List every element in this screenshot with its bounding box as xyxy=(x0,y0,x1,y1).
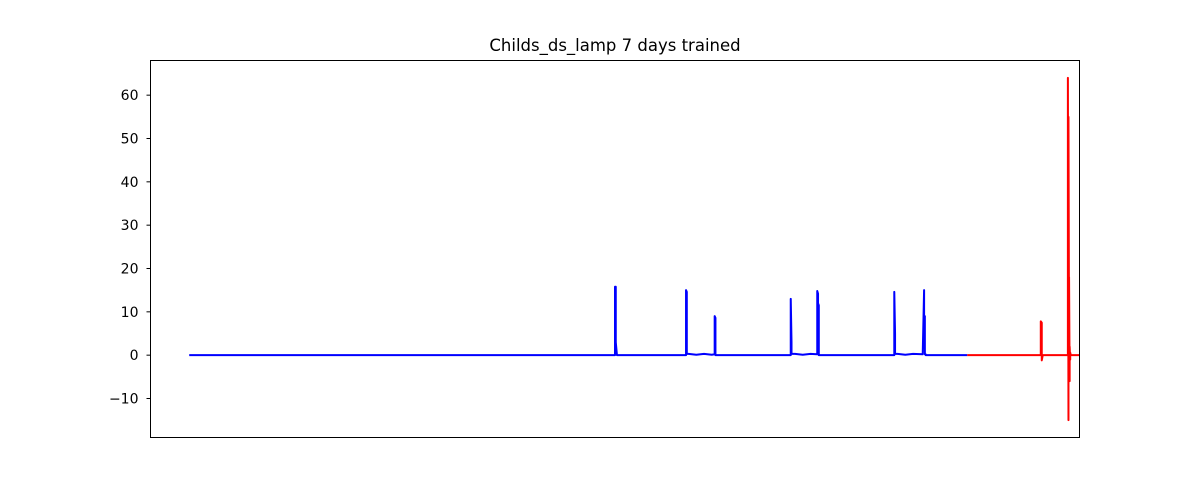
chart-title: Childs_ds_lamp 7 days trained xyxy=(489,36,740,56)
y-tick-label: 0 xyxy=(130,348,139,364)
y-tick-label: 20 xyxy=(121,262,139,278)
plot-area-frame xyxy=(150,60,1080,438)
series-line-2 xyxy=(967,76,1080,422)
series-line-1 xyxy=(189,285,968,357)
y-tick-label: 10 xyxy=(121,305,139,321)
y-tick-label: 30 xyxy=(121,218,139,234)
y-axis: −10 0 10 20 30 40 50 60 xyxy=(109,88,151,408)
y-tick-label: −10 xyxy=(109,392,139,408)
y-tick-label: 50 xyxy=(121,132,139,148)
y-tick-label: 60 xyxy=(121,88,139,104)
series-layer xyxy=(189,76,1080,422)
y-tick-label: 40 xyxy=(121,175,139,191)
